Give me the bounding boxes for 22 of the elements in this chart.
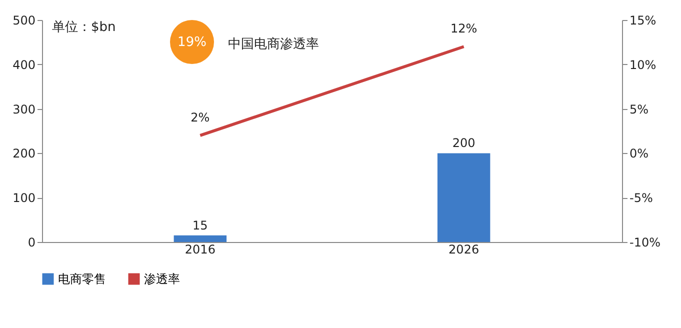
legend-label: 电商零售 [58,272,106,286]
data-label: 12% [450,22,478,36]
annotation: 中国电商渗透率 [228,36,319,53]
y2-tick-label: 15% [630,14,656,28]
data-label: 200 [452,136,476,150]
data-label: 15 [192,218,208,232]
y-tick-label: 300 [12,102,36,116]
y-tick-label: 0 [28,236,36,250]
annotation: 单位：$bn [52,19,116,36]
y2-tick-label: -10% [630,236,661,250]
legend-label: 渗透率 [144,272,180,286]
y-tick-label: 100 [12,191,36,206]
y-tick-label: 200 [12,146,36,161]
data-label: 2% [190,110,210,124]
y2-tick-label: 5% [630,102,649,116]
y2-tick-label: 0% [630,146,649,161]
y2-tick-label: -5% [630,191,653,206]
y2-tick-label: 10% [630,58,656,72]
y-tick-label: 400 [12,58,36,72]
x-tick-label: 2016 [184,242,216,256]
y-tick-label: 500 [12,14,36,28]
x-tick-label: 2026 [448,242,480,256]
